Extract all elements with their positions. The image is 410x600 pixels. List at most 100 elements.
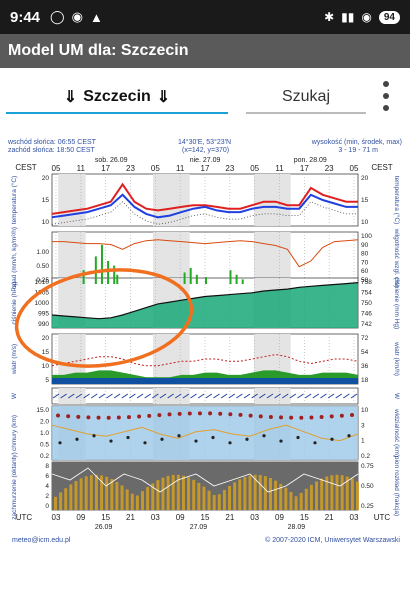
- wind-direction-arrow: [274, 393, 281, 399]
- hour-label-bottom: 15: [201, 513, 210, 522]
- coords-text: 14°30'E, 53°23'N: [178, 138, 231, 146]
- cloudiness-bar: [248, 475, 252, 510]
- cloudiness-bar: [289, 491, 293, 510]
- visibility-dot: [177, 411, 182, 416]
- side-label-right: temperatura (°C): [393, 176, 401, 224]
- day-label-bottom: 27.09: [190, 524, 208, 531]
- cloudiness-bar: [356, 481, 359, 510]
- cloud-base-dot: [58, 441, 62, 445]
- wind-direction-arrow: [113, 393, 121, 399]
- day-label-top: sob. 26.09: [95, 157, 128, 164]
- cloudiness-bar: [89, 475, 93, 510]
- hour-label-bottom: 21: [325, 513, 334, 522]
- visibility-dot: [268, 414, 273, 419]
- side-label-left: opad (mm/h, kg/m²/h): [11, 227, 18, 289]
- tz-label-left: CEST: [15, 163, 36, 172]
- wind-kmh-tick: 36: [361, 363, 369, 370]
- search-button[interactable]: Szukaj: [246, 82, 366, 114]
- cloudiness-bar: [146, 487, 150, 510]
- visibility-dot: [299, 415, 304, 420]
- tz-label-right: CEST: [371, 163, 392, 172]
- battery-icon: 94: [378, 10, 400, 24]
- wind-direction-arrow: [304, 393, 312, 399]
- night-band: [253, 174, 291, 226]
- meteogram[interactable]: wschód słońca: 06:55 CEST zachód słońca:…: [6, 138, 404, 550]
- day-labels-bottom: 26.09 27.09 28.09: [95, 524, 305, 531]
- wind-direction-arrow: [266, 393, 274, 399]
- side-label-right: wiatr (km/h): [393, 341, 400, 376]
- cloudiness-bar: [166, 475, 170, 510]
- rain-bar: [113, 265, 116, 284]
- cloudiness-bar: [181, 475, 185, 510]
- wind-tick: 5: [45, 377, 49, 384]
- rain-bar: [241, 279, 244, 284]
- octa-tick: 6: [45, 473, 49, 480]
- visibility-dot: [137, 414, 142, 419]
- hour-label-bottom: 09: [275, 513, 284, 522]
- visibility-dot: [319, 415, 324, 420]
- cloud-base-dot: [177, 434, 181, 438]
- cloudiness-bar: [340, 475, 344, 510]
- visibility-area: [52, 406, 358, 460]
- cloud-base-dot: [109, 439, 113, 443]
- hour-label-bottom: 15: [300, 513, 309, 522]
- cloud-base-dot: [296, 435, 300, 440]
- visibility-dot: [218, 411, 223, 416]
- visibility-dot: [96, 415, 101, 420]
- wind-direction-arrow: [152, 393, 159, 399]
- cloud-base-dot: [228, 441, 232, 445]
- cloudiness-bar: [207, 490, 211, 510]
- visibility-dot: [56, 413, 60, 418]
- wind-direction-arrow: [60, 393, 67, 399]
- side-label-left: zachmurzenie (oktanty): [11, 452, 18, 520]
- cloud-base-dot: [160, 437, 164, 441]
- wind-direction-arrow: [343, 393, 350, 399]
- wind-direction-arrow: [182, 393, 190, 399]
- rain-bar: [82, 270, 85, 284]
- cloud-tick: 2.0: [40, 419, 49, 426]
- cloudiness-bar: [309, 484, 313, 510]
- wind-direction-arrow: [243, 393, 251, 399]
- pressure-tick: 1010: [35, 279, 50, 286]
- wind-base-band: [52, 378, 358, 384]
- hour-label-bottom: 21: [126, 513, 135, 522]
- visibility-dot: [116, 415, 121, 420]
- visibility-tick: 10: [361, 407, 369, 414]
- side-labels: temperatura (°C)opad (mm/h, kg/m²/h)ciśn…: [10, 176, 401, 520]
- visibility-dot: [258, 414, 263, 419]
- wind-direction-arrow: [167, 393, 174, 399]
- cloud-base-dot: [194, 439, 198, 443]
- hour-label-bottom: 03: [250, 513, 259, 522]
- cloudiness-bar: [79, 478, 83, 510]
- footer-email[interactable]: meteo@icm.edu.pl: [12, 537, 71, 544]
- wind-kmh-tick: 18: [361, 377, 369, 384]
- temp-tick: 15: [42, 197, 50, 204]
- cloudiness-bar: [320, 478, 324, 510]
- wind-tick: 20: [42, 335, 50, 342]
- cloudiness-bar: [100, 475, 104, 510]
- cloudiness-bar: [330, 475, 334, 510]
- panel-frame-temp: [51, 173, 359, 227]
- hour-labels-bottom: 03 09 15 21 03 09 15 21 03 09 15 21 03: [52, 513, 359, 522]
- wind-direction-arrow: [289, 393, 297, 399]
- cloudiness-bar: [335, 474, 339, 510]
- cloud-base-line: [51, 424, 359, 442]
- sunset-text: zachód słońca: 18:50 CEST: [8, 147, 95, 154]
- visibility-tick: 0.2: [361, 453, 370, 460]
- cloudiness-bar: [279, 483, 283, 510]
- hour-label-top: 05: [52, 164, 61, 173]
- cloudiness-bar: [110, 479, 114, 510]
- pressure-mm-tick: 742: [361, 321, 372, 328]
- day-label-top: nie. 27.09: [190, 157, 221, 164]
- overflow-menu-icon[interactable]: [374, 78, 398, 114]
- rain-bar: [195, 274, 198, 284]
- cloudiness-line: [51, 467, 359, 493]
- rain-bar: [205, 277, 207, 284]
- wind-direction-arrow: [121, 393, 129, 399]
- city-spinner[interactable]: ⇓ Szczecin ⇓: [6, 82, 228, 114]
- cloudiness-bar: [69, 484, 73, 510]
- temperature-panel: [51, 182, 358, 225]
- fraction-tick: 0.25: [361, 503, 374, 510]
- hour-label-bottom: 09: [176, 513, 185, 522]
- cloudiness-panel: [51, 462, 359, 510]
